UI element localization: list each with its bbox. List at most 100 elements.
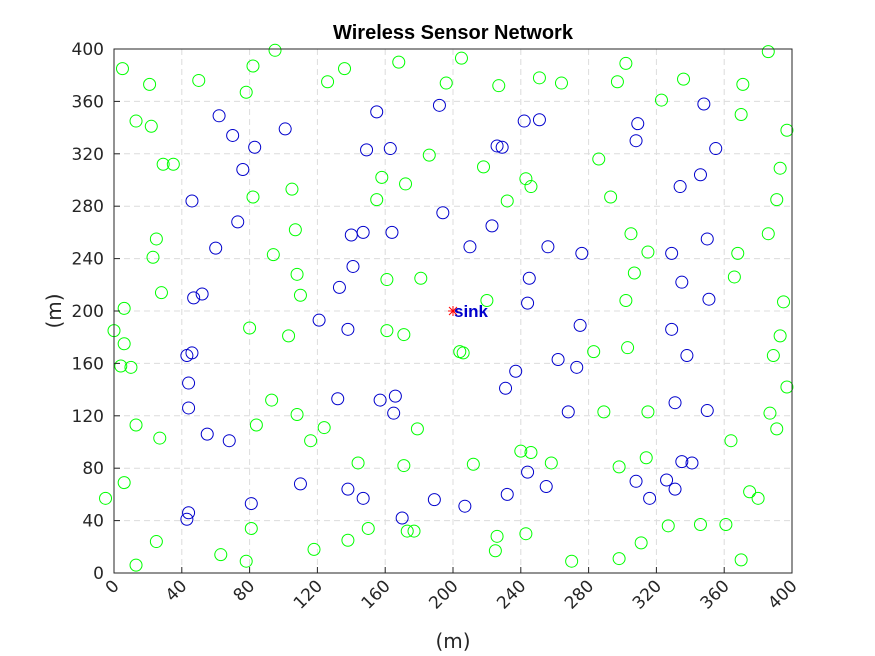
sensor-node-series-1	[244, 521, 258, 535]
sensor-node-series-1	[214, 548, 228, 562]
sensor-node-series-1	[612, 552, 626, 566]
sensor-node-series-1	[592, 152, 606, 166]
sensor-node-series-2	[499, 381, 513, 395]
sensor-node-series-1	[519, 172, 533, 186]
sensor-node-series-1	[488, 544, 502, 558]
sensor-node-series-1	[338, 62, 352, 76]
sink-marker-group: sink	[448, 302, 489, 321]
sensor-node-series-1	[619, 56, 633, 70]
sensor-node-series-2	[631, 117, 645, 131]
chart-title: Wireless Sensor Network	[333, 22, 574, 44]
sensor-node-series-1	[290, 267, 304, 281]
sensor-node-series-2	[231, 215, 245, 229]
sensor-node-series-2	[521, 296, 535, 310]
sensor-node-series-2	[668, 482, 682, 496]
sensor-node-series-1	[456, 346, 470, 360]
sensor-node-series-2	[341, 482, 355, 496]
sensor-node-series-1	[524, 445, 538, 459]
sensor-node-series-1	[734, 553, 748, 567]
sensor-node-series-2	[331, 392, 345, 406]
sensor-node-series-1	[621, 341, 635, 355]
sensor-node-series-1	[500, 194, 514, 208]
sensor-node-series-1	[524, 180, 538, 194]
sensor-node-series-2	[700, 232, 714, 246]
sensor-node-series-1	[492, 79, 506, 93]
sensor-node-series-2	[293, 477, 307, 491]
sensor-node-series-2	[427, 493, 441, 507]
sensor-node-series-2	[668, 396, 682, 410]
sensor-node-series-2	[629, 474, 643, 488]
sensor-node-series-1	[731, 246, 745, 260]
sensor-node-series-2	[180, 512, 194, 526]
sensor-node-series-2	[561, 405, 575, 419]
sensor-node-series-1	[370, 193, 384, 207]
sensor-node-series-2	[278, 122, 292, 136]
sensor-node-series-1	[268, 43, 282, 57]
sensor-node-series-2	[387, 406, 401, 420]
sensor-node-series-1	[761, 45, 775, 59]
sensor-node-series-1	[293, 288, 307, 302]
sensor-node-series-1	[249, 418, 263, 432]
sensor-node-series-1	[490, 529, 504, 543]
sensor-node-series-2	[575, 246, 589, 260]
sensor-node-series-2	[532, 113, 546, 127]
y-tick-label: 320	[72, 145, 104, 165]
sensor-node-series-1	[627, 266, 641, 280]
sensor-node-series-2	[463, 240, 477, 254]
sensor-node-series-1	[288, 223, 302, 237]
sensor-node-series-1	[654, 93, 668, 107]
sensor-node-series-1	[143, 77, 157, 91]
sensor-node-series-2	[521, 465, 535, 479]
sensor-node-series-1	[761, 227, 775, 241]
sensor-node-series-1	[780, 380, 794, 394]
sensor-node-series-1	[115, 62, 129, 76]
y-tick-label: 0	[93, 564, 104, 584]
y-tick-label: 120	[72, 407, 104, 427]
sensor-node-series-2	[673, 180, 687, 194]
sensor-node-series-1	[129, 418, 143, 432]
sensor-node-series-2	[185, 194, 199, 208]
sensor-node-series-2	[341, 322, 355, 336]
sensor-node-series-2	[312, 313, 326, 327]
sensor-node-series-1	[587, 345, 601, 359]
sensor-node-series-1	[780, 123, 794, 137]
sensor-node-series-1	[727, 270, 741, 284]
sensor-node-series-1	[693, 518, 707, 532]
sensor-node-series-2	[495, 140, 509, 154]
sensor-node-series-2	[573, 318, 587, 332]
sensor-node-series-2	[522, 271, 536, 285]
sensor-node-series-1	[321, 75, 335, 89]
sensor-node-series-1	[397, 459, 411, 473]
sensor-node-series-2	[458, 499, 472, 513]
sensor-node-series-1	[641, 405, 655, 419]
sensor-node-series-2	[356, 225, 370, 239]
sensor-node-series-1	[282, 329, 296, 343]
sensor-node-series-1	[661, 519, 675, 533]
sensor-node-series-2	[693, 168, 707, 182]
sensor-node-series-1	[341, 533, 355, 547]
sensor-node-series-1	[743, 485, 757, 499]
sensor-node-series-2	[182, 401, 196, 415]
sensor-node-series-2	[226, 128, 240, 142]
sensor-node-series-2	[244, 497, 258, 511]
sensor-node-series-1	[477, 160, 491, 174]
sensor-node-series-1	[466, 457, 480, 471]
sensor-node-series-2	[643, 491, 657, 505]
data-points	[99, 43, 794, 572]
sink-marker	[448, 306, 458, 316]
sensor-node-series-2	[248, 140, 262, 154]
sensor-node-series-2	[332, 280, 346, 294]
sensor-node-series-2	[346, 259, 360, 273]
sensor-node-series-2	[187, 291, 201, 305]
sensor-node-series-1	[149, 232, 163, 246]
sensor-node-series-2	[551, 352, 565, 366]
sensor-node-series-1	[380, 273, 394, 287]
sensor-node-series-1	[351, 456, 365, 470]
sensor-node-series-1	[153, 431, 167, 445]
sensor-node-series-1	[519, 527, 533, 541]
sensor-node-series-1	[641, 245, 655, 259]
sensor-node-series-1	[619, 294, 633, 308]
y-tick-label: 400	[72, 40, 104, 60]
sensor-node-series-2	[660, 473, 674, 487]
sensor-node-series-1	[99, 491, 113, 505]
